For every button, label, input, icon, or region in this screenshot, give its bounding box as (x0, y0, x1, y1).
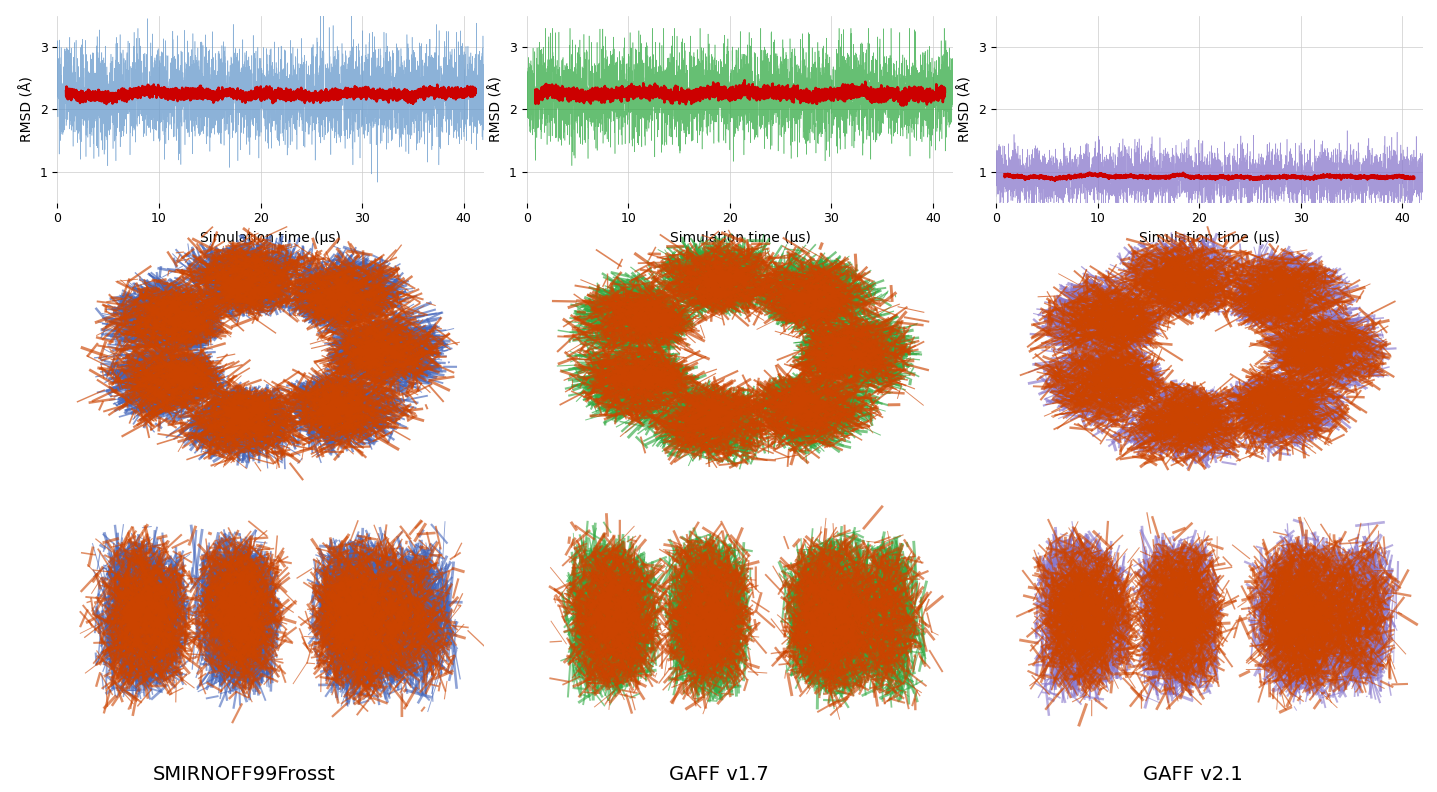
X-axis label: Simulation time (μs): Simulation time (μs) (1140, 231, 1280, 245)
Y-axis label: RMSD (Å): RMSD (Å) (958, 76, 973, 143)
Y-axis label: RMSD (Å): RMSD (Å) (20, 76, 34, 143)
Y-axis label: RMSD (Å): RMSD (Å) (489, 76, 503, 143)
Text: SMIRNOFF99Frosst: SMIRNOFF99Frosst (152, 765, 336, 784)
X-axis label: Simulation time (μs): Simulation time (μs) (670, 231, 810, 245)
Text: GAFF v2.1: GAFF v2.1 (1142, 765, 1243, 784)
Text: GAFF v1.7: GAFF v1.7 (668, 765, 769, 784)
X-axis label: Simulation time (μs): Simulation time (μs) (200, 231, 341, 245)
